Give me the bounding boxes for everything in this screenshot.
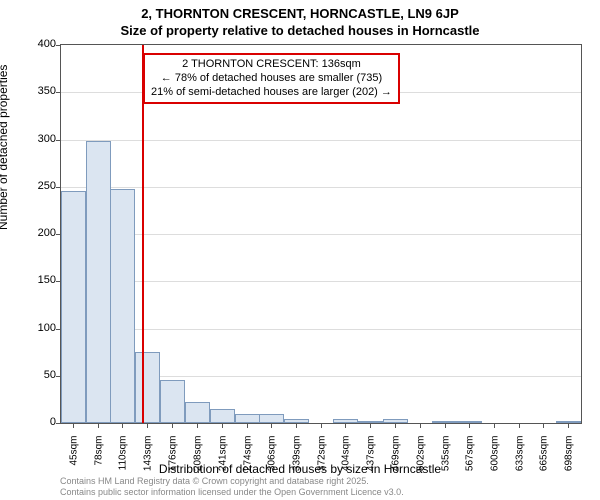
x-tick-mark [568, 423, 569, 428]
y-tick-mark [56, 187, 61, 188]
x-tick-mark [469, 423, 470, 428]
annotation-box: 2 THORNTON CRESCENT: 136sqm ← 78% of det… [143, 53, 400, 104]
y-axis-label: Number of detached properties [0, 65, 10, 230]
x-tick-label: 633sqm [514, 436, 525, 476]
x-tick-label: 78sqm [94, 436, 105, 476]
x-tick-mark [321, 423, 322, 428]
x-tick-mark [296, 423, 297, 428]
histogram-bar [383, 419, 408, 423]
gridline [61, 281, 581, 282]
histogram-bar [86, 141, 111, 423]
x-tick-label: 208sqm [192, 436, 203, 476]
x-tick-mark [345, 423, 346, 428]
x-tick-mark [147, 423, 148, 428]
title-line-2: Size of property relative to detached ho… [0, 23, 600, 40]
x-tick-label: 665sqm [539, 436, 550, 476]
x-tick-mark [543, 423, 544, 428]
x-tick-mark [420, 423, 421, 428]
x-tick-mark [73, 423, 74, 428]
annotation-line-1: 2 THORNTON CRESCENT: 136sqm [151, 58, 392, 72]
x-tick-mark [98, 423, 99, 428]
x-tick-label: 469sqm [390, 436, 401, 476]
x-tick-mark [370, 423, 371, 428]
x-tick-label: 502sqm [415, 436, 426, 476]
y-tick-label: 0 [16, 416, 56, 428]
footer-line-1: Contains HM Land Registry data © Crown c… [60, 476, 404, 487]
histogram-bar [210, 409, 235, 423]
histogram-bar [110, 189, 135, 423]
y-tick-label: 100 [16, 322, 56, 334]
x-tick-label: 535sqm [440, 436, 451, 476]
chart-title: 2, THORNTON CRESCENT, HORNCASTLE, LN9 6J… [0, 0, 600, 40]
x-tick-label: 45sqm [69, 436, 80, 476]
histogram-bar [160, 380, 185, 423]
x-tick-mark [445, 423, 446, 428]
histogram-bar [235, 414, 260, 423]
annotation-line-2: ← 78% of detached houses are smaller (73… [151, 72, 392, 86]
y-tick-label: 300 [16, 133, 56, 145]
x-tick-mark [395, 423, 396, 428]
histogram-bar [61, 191, 86, 423]
x-tick-label: 698sqm [564, 436, 575, 476]
x-tick-mark [197, 423, 198, 428]
gridline [61, 187, 581, 188]
y-tick-label: 400 [16, 38, 56, 50]
histogram-bar [135, 352, 160, 423]
x-tick-label: 143sqm [143, 436, 154, 476]
x-tick-mark [271, 423, 272, 428]
footer-line-2: Contains public sector information licen… [60, 487, 404, 498]
x-tick-mark [247, 423, 248, 428]
x-tick-mark [222, 423, 223, 428]
x-tick-label: 306sqm [266, 436, 277, 476]
x-tick-label: 274sqm [242, 436, 253, 476]
histogram-bar [457, 421, 482, 423]
plot-area: 2 THORNTON CRESCENT: 136sqm ← 78% of det… [60, 44, 582, 424]
gridline [61, 140, 581, 141]
y-tick-label: 50 [16, 369, 56, 381]
y-tick-label: 200 [16, 227, 56, 239]
title-line-1: 2, THORNTON CRESCENT, HORNCASTLE, LN9 6J… [0, 6, 600, 23]
x-tick-mark [494, 423, 495, 428]
x-tick-mark [519, 423, 520, 428]
y-tick-mark [56, 45, 61, 46]
histogram-bar [185, 402, 210, 423]
x-tick-label: 241sqm [217, 436, 228, 476]
x-tick-label: 600sqm [489, 436, 500, 476]
x-tick-label: 372sqm [317, 436, 328, 476]
x-tick-mark [122, 423, 123, 428]
y-tick-mark [56, 92, 61, 93]
x-tick-mark [172, 423, 173, 428]
gridline [61, 329, 581, 330]
y-tick-label: 350 [16, 85, 56, 97]
annotation-line-3: 21% of semi-detached houses are larger (… [151, 86, 392, 100]
y-tick-mark [56, 140, 61, 141]
chart-container: 2, THORNTON CRESCENT, HORNCASTLE, LN9 6J… [0, 0, 600, 500]
y-tick-mark [56, 423, 61, 424]
x-tick-label: 339sqm [291, 436, 302, 476]
x-tick-label: 567sqm [464, 436, 475, 476]
x-tick-label: 404sqm [341, 436, 352, 476]
x-tick-label: 110sqm [118, 436, 129, 476]
y-tick-label: 150 [16, 274, 56, 286]
footer-attribution: Contains HM Land Registry data © Crown c… [60, 476, 404, 498]
x-tick-label: 176sqm [168, 436, 179, 476]
histogram-bar [259, 414, 284, 423]
y-tick-label: 250 [16, 180, 56, 192]
x-tick-label: 437sqm [366, 436, 377, 476]
gridline [61, 234, 581, 235]
